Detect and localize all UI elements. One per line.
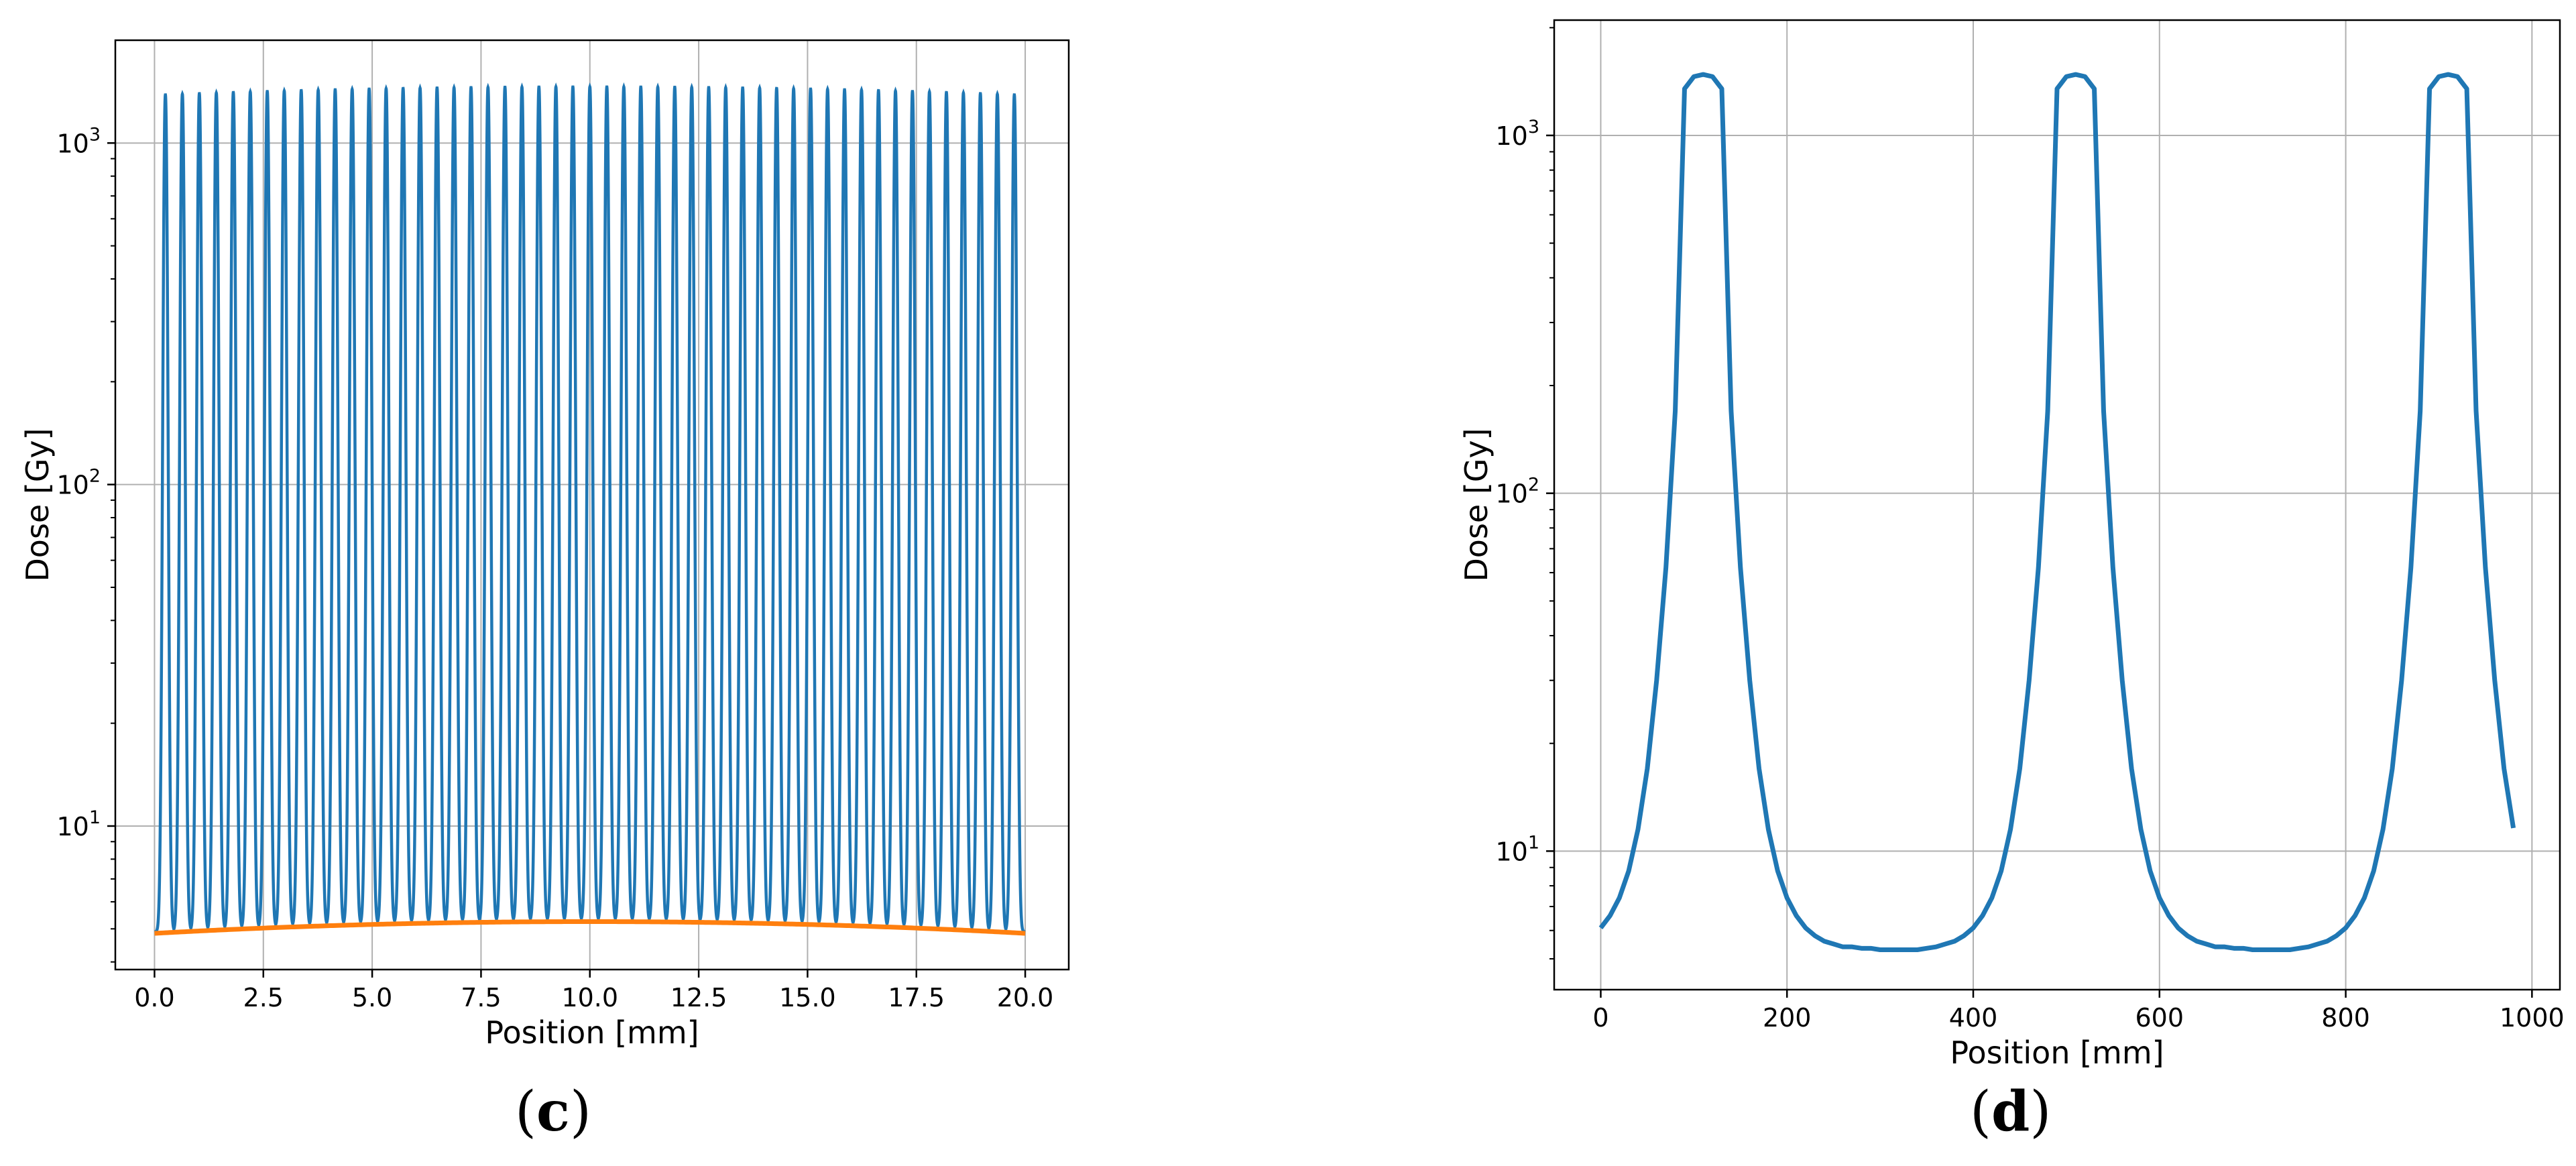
d-series bbox=[1598, 72, 2516, 952]
d-y-tick-label: 101 bbox=[1495, 832, 1539, 866]
d-axes-frame bbox=[1553, 19, 2561, 991]
c-x-tick-label: 20.0 bbox=[997, 983, 1054, 1012]
c-y-tick-label: 103 bbox=[56, 124, 101, 158]
d-x-tick-label: 1000 bbox=[2500, 1003, 2565, 1033]
c-y-tick-exponent: 3 bbox=[89, 124, 101, 145]
c-axes-frame bbox=[114, 39, 1070, 971]
c-x-tick-label: 5.0 bbox=[352, 983, 392, 1012]
d-x-tick-label: 400 bbox=[1949, 1003, 1998, 1033]
c-x-tick-label: 7.5 bbox=[461, 983, 501, 1012]
panel-label-d-letter: d bbox=[1991, 1080, 2030, 1144]
d-x-tick-label: 600 bbox=[2135, 1003, 2184, 1033]
c-x-tick-label: 10.0 bbox=[561, 983, 618, 1012]
d-y-tick-base: 10 bbox=[1495, 479, 1527, 509]
d-y-tick-base: 10 bbox=[1495, 121, 1527, 151]
panel-label-d-close: ) bbox=[2030, 1080, 2052, 1144]
c-y-tick-exponent: 2 bbox=[89, 466, 101, 487]
panel-label-c-open: ( bbox=[515, 1080, 536, 1144]
panel-label-c-close: ) bbox=[569, 1080, 591, 1144]
c-x-tick-label: 12.5 bbox=[670, 983, 727, 1012]
c-y-tick-label: 101 bbox=[56, 807, 101, 841]
c-y-tick-base: 10 bbox=[56, 812, 89, 841]
chart-c: 0.0 2.5 5.0 7.5 10.0 12.5 15.0 17.5 20.0 1011021… bbox=[19, 39, 1070, 1051]
d-x-axis-label: Position [mm] bbox=[1950, 1035, 2164, 1071]
d-x-tick-label: 200 bbox=[1763, 1003, 1812, 1033]
d-y-axis-label: Dose [Gy] bbox=[1458, 428, 1495, 581]
d-x-tick-label: 0 bbox=[1592, 1003, 1608, 1033]
panel-label-d: (d) bbox=[1970, 1080, 2051, 1144]
c-series-orange-line bbox=[154, 919, 1026, 936]
c-x-axis-label: Position [mm] bbox=[485, 1014, 699, 1051]
d-y-tick-exponent: 1 bbox=[1528, 832, 1539, 853]
c-y-tick-base: 10 bbox=[56, 129, 89, 158]
panel-label-c: (c) bbox=[515, 1080, 591, 1144]
d-y-tick-base: 10 bbox=[1495, 837, 1527, 866]
c-x-tick-label: 17.5 bbox=[888, 983, 945, 1012]
d-y-tick-exponent: 3 bbox=[1528, 117, 1539, 137]
c-y-tick-exponent: 1 bbox=[89, 807, 101, 828]
d-y-tick-label: 103 bbox=[1495, 117, 1539, 151]
d-x-ticks: 0 200 400 600 800 1000 bbox=[1592, 990, 2565, 1033]
c-series bbox=[154, 82, 1026, 936]
c-grid bbox=[115, 40, 1069, 970]
c-y-tick-label: 102 bbox=[56, 466, 101, 500]
c-x-tick-label: 0.0 bbox=[134, 983, 174, 1012]
d-series-blue-line bbox=[1598, 72, 2516, 952]
c-y-axis-label: Dose [Gy] bbox=[19, 428, 56, 581]
panel-label-d-open: ( bbox=[1970, 1080, 1991, 1144]
d-x-tick-label: 800 bbox=[2321, 1003, 2370, 1033]
c-x-tick-label: 15.0 bbox=[779, 983, 836, 1012]
panel-label-c-letter: c bbox=[536, 1080, 570, 1144]
c-x-ticks: 0.0 2.5 5.0 7.5 10.0 12.5 15.0 17.5 20.0 bbox=[134, 970, 1053, 1012]
c-y-tick-base: 10 bbox=[56, 471, 89, 500]
c-series-blue-line bbox=[154, 82, 1026, 933]
c-x-tick-label: 2.5 bbox=[243, 983, 284, 1012]
d-y-tick-exponent: 2 bbox=[1528, 475, 1539, 495]
d-y-tick-label: 102 bbox=[1495, 475, 1539, 509]
